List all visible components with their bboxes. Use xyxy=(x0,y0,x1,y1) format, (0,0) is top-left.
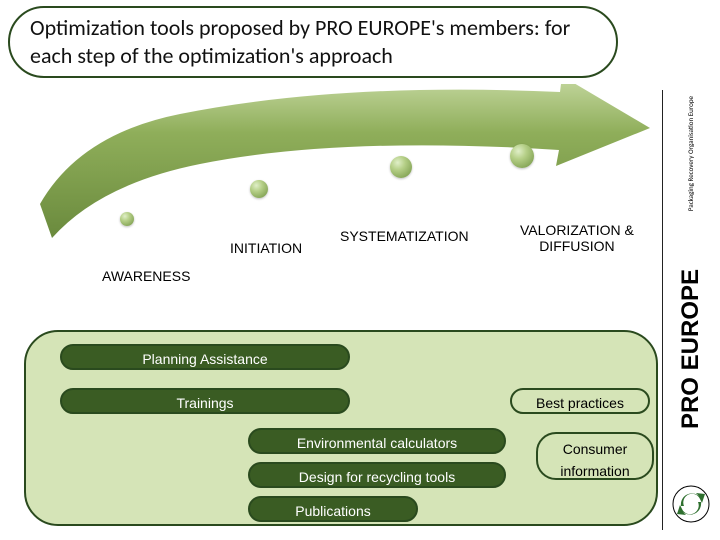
tool-pill: Design for recycling tools xyxy=(248,462,506,488)
tool-pill: Consumer information xyxy=(536,432,654,480)
tool-pill: Best practices xyxy=(510,388,650,414)
process-step-dot xyxy=(250,180,268,198)
process-step-dot xyxy=(120,212,134,226)
process-step-dot xyxy=(390,156,412,178)
process-step-label: INITIATION xyxy=(230,240,302,256)
tool-pill: Environmental calculators xyxy=(248,428,506,454)
logo-name: PRO EUROPE xyxy=(677,269,705,429)
recycle-arrows-icon xyxy=(671,484,711,524)
logo-subtext: Packaging Recovery Organisation Europe xyxy=(686,96,695,211)
process-step-label: VALORIZATION & DIFFUSION xyxy=(520,222,634,254)
tool-pill: Publications xyxy=(248,496,418,522)
title-container: Optimization tools proposed by PRO EUROP… xyxy=(8,6,618,78)
page-title: Optimization tools proposed by PRO EUROP… xyxy=(30,14,596,69)
tool-pill: Trainings xyxy=(60,388,350,414)
tool-pill: Planning Assistance xyxy=(60,344,350,370)
logo-column: Packaging Recovery Organisation Europe P… xyxy=(662,90,718,530)
process-step-dot xyxy=(510,144,534,168)
process-step-label: SYSTEMATIZATION xyxy=(340,228,469,244)
process-step-label: AWARENESS xyxy=(102,268,190,284)
